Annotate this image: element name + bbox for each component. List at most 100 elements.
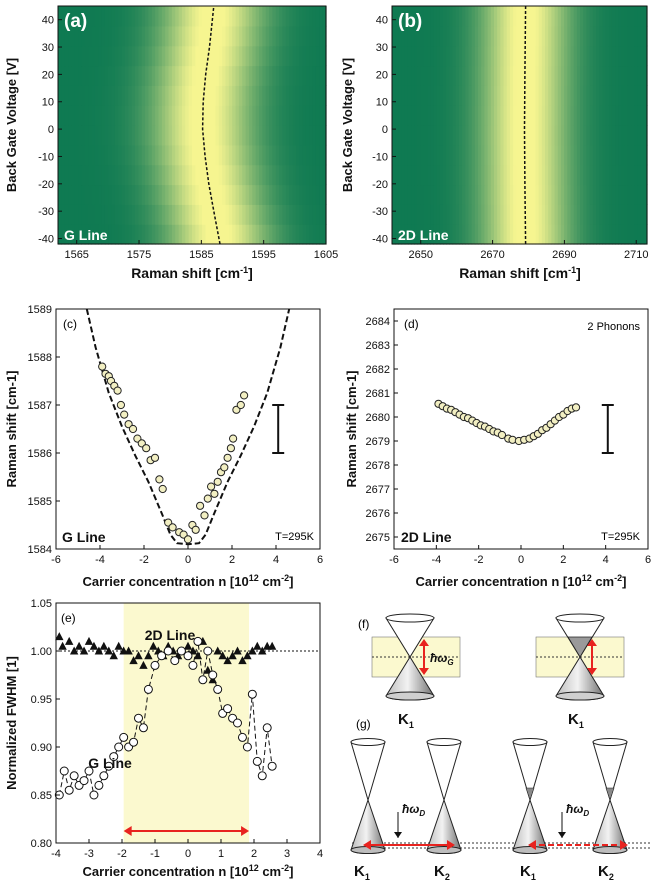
heatmap-cell	[449, 184, 454, 205]
panel-tag: (c)	[63, 317, 77, 331]
heatmap-cell	[634, 85, 639, 106]
heatmap-cell	[436, 164, 441, 186]
range-arrow-head	[123, 826, 132, 836]
heatmap-cell	[465, 25, 470, 47]
heatmap-cell	[627, 105, 632, 126]
circle-point	[150, 660, 160, 670]
heatmap-cell	[529, 85, 533, 106]
heatmap-cell	[282, 204, 287, 225]
y-tick-label: 2680	[366, 412, 390, 424]
heatmap-cell	[302, 85, 307, 106]
heatmap-cell	[228, 125, 233, 146]
heatmap-cell	[624, 65, 629, 86]
heatmap-cell	[538, 184, 543, 205]
heatmap-cell	[509, 184, 514, 205]
heatmap-cell	[557, 25, 562, 47]
heatmap-cell	[497, 144, 501, 166]
heatmap-cell	[458, 85, 463, 106]
heatmap-cell	[532, 85, 537, 106]
heatmap-cell	[289, 85, 294, 106]
heatmap-cell	[586, 184, 591, 205]
heatmap-cell	[245, 85, 250, 106]
heatmap-cell	[631, 204, 635, 225]
heatmap-cell	[417, 65, 422, 86]
y-tick-label: -20	[38, 179, 54, 191]
heatmap-cell	[471, 6, 476, 27]
data-point	[226, 444, 235, 453]
heatmap-cell	[185, 25, 190, 47]
heatmap-cell	[171, 6, 176, 27]
heatmap-cell	[487, 184, 492, 205]
data-point	[203, 494, 212, 503]
heatmap-cell	[275, 85, 280, 106]
heatmap-cell	[121, 144, 126, 166]
heatmap-cell	[465, 224, 470, 245]
panel-tag: (f)	[358, 617, 369, 631]
heatmap-cell	[141, 6, 146, 27]
heatmap-cell	[225, 204, 230, 225]
heatmap-cell	[541, 6, 546, 27]
heatmap-cell	[309, 224, 314, 245]
heatmap-cell	[198, 25, 203, 47]
heatmap-cell	[104, 45, 109, 67]
heatmap-cell	[118, 204, 123, 225]
heatmap-cell	[478, 125, 482, 146]
circle-point	[138, 723, 148, 733]
heatmap-cell	[580, 105, 584, 126]
heatmap-cell	[282, 164, 287, 186]
heatmap-cell	[446, 65, 450, 86]
heatmap-cell	[631, 6, 635, 27]
circle-point	[247, 689, 257, 699]
heatmap-cell	[114, 184, 119, 205]
heatmap-cell	[490, 105, 495, 126]
heatmap-cell	[414, 204, 419, 225]
heatmap-cell	[158, 45, 163, 67]
heatmap-cell	[305, 144, 310, 166]
heatmap-cell	[279, 85, 284, 106]
heatmap-cell	[198, 184, 203, 205]
heatmap-cell	[61, 204, 66, 225]
heatmap-cell	[252, 25, 257, 47]
heatmap-cell	[503, 184, 508, 205]
heatmap-cell	[643, 125, 648, 146]
heatmap-cell	[285, 45, 290, 67]
y-tick-label: 20	[42, 69, 54, 81]
heatmap-cell	[125, 204, 129, 225]
heatmap-cell	[430, 65, 435, 86]
heatmap-cell	[541, 125, 546, 146]
heatmap-cell	[205, 65, 210, 86]
heatmap-cell	[131, 105, 136, 126]
heatmap-cell	[225, 65, 230, 86]
heatmap-cell	[522, 144, 527, 166]
heatmap-cell	[94, 6, 99, 27]
heatmap-cell	[322, 6, 327, 27]
heatmap-cell	[185, 144, 190, 166]
heatmap-cell	[462, 224, 466, 245]
heatmap-cell	[596, 65, 600, 86]
heatmap-cell	[564, 224, 568, 245]
heatmap-cell	[98, 85, 103, 106]
heatmap-cell	[404, 6, 409, 27]
heatmap-cell	[592, 144, 597, 166]
heatmap-cell	[68, 25, 72, 47]
y-axis-label: Back Gate Voltage [V]	[340, 58, 355, 192]
y-ticks: 0.800.850.900.951.001.05	[31, 598, 60, 850]
heatmap-cell	[615, 45, 619, 67]
y-tick-label: -30	[38, 206, 54, 218]
triangle-point	[114, 641, 123, 650]
heatmap-cell	[462, 164, 466, 186]
y-tick-label: 0	[48, 124, 54, 136]
triangle-point	[139, 660, 148, 669]
heatmap-cell	[262, 45, 267, 67]
heatmap-cell	[178, 204, 183, 225]
heatmap-cell	[401, 105, 406, 126]
heatmap-cell	[208, 45, 213, 67]
heatmap-cell	[637, 164, 642, 186]
heatmap-cell	[289, 125, 294, 146]
heatmap-cell	[643, 144, 648, 166]
heatmap-cell	[299, 164, 304, 186]
x-axis-label: Carrier concentration n [1012 cm-2]	[416, 573, 627, 589]
y-tick-label: 1.05	[31, 598, 52, 610]
x-tick-label: 1585	[189, 249, 213, 261]
